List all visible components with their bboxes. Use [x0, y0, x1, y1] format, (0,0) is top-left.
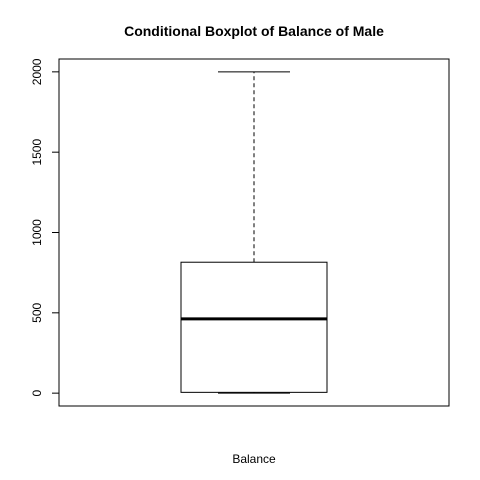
interquartile-box	[180, 261, 328, 393]
box-group	[180, 71, 328, 394]
y-tick-label: 1000	[30, 219, 44, 246]
y-tick-label: 1500	[30, 139, 44, 166]
y-axis: 0 500 1000 1500 2000	[30, 58, 60, 396]
x-axis-label: Balance	[232, 452, 276, 466]
chart-title: Conditional Boxplot of Balance of Male	[124, 23, 384, 39]
y-tick-label: 2000	[30, 58, 44, 85]
y-tick-label: 0	[30, 389, 44, 396]
y-tick-label: 500	[30, 302, 44, 322]
